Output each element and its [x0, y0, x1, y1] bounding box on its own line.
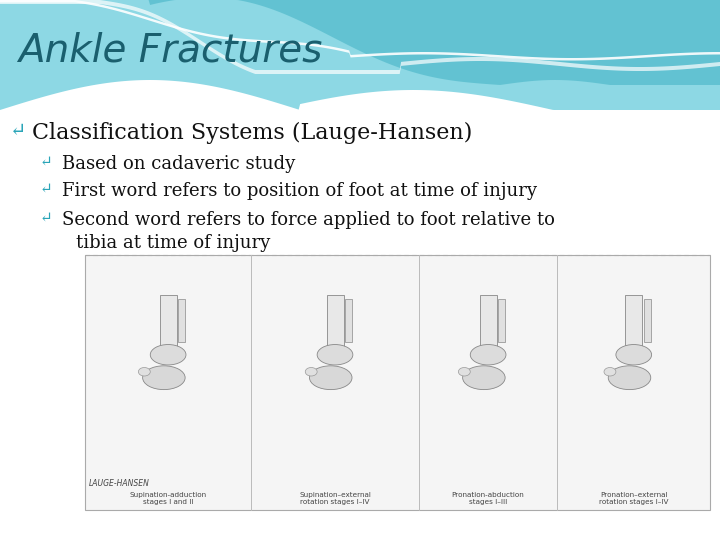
Ellipse shape: [305, 368, 317, 376]
Bar: [498, 299, 505, 342]
Bar: [326, 295, 343, 346]
Ellipse shape: [317, 345, 353, 365]
Text: tibia at time of injury: tibia at time of injury: [76, 234, 270, 252]
Bar: [625, 295, 642, 346]
Polygon shape: [0, 0, 720, 110]
Text: ↵: ↵: [10, 122, 27, 140]
Bar: [160, 295, 176, 346]
Text: Supination–external
rotation stages I–IV: Supination–external rotation stages I–IV: [299, 492, 371, 505]
Text: ↵: ↵: [40, 211, 53, 225]
Text: Based on cadaveric study: Based on cadaveric study: [62, 155, 295, 173]
Ellipse shape: [150, 345, 186, 365]
Text: Second word refers to force applied to foot relative to: Second word refers to force applied to f…: [62, 211, 555, 229]
Text: Pronation–external
rotation stages I–IV: Pronation–external rotation stages I–IV: [599, 492, 668, 505]
Text: Ankle Fractures: Ankle Fractures: [18, 31, 323, 69]
Ellipse shape: [310, 366, 352, 389]
Text: Pronation-abduction
stages I–III: Pronation-abduction stages I–III: [451, 492, 524, 505]
Ellipse shape: [459, 368, 470, 376]
Text: ↵: ↵: [40, 155, 53, 169]
Ellipse shape: [463, 366, 505, 389]
Polygon shape: [0, 0, 720, 74]
Bar: [345, 299, 352, 342]
Text: Supination-adduction
stages I and II: Supination-adduction stages I and II: [130, 492, 207, 505]
Ellipse shape: [604, 368, 616, 376]
Ellipse shape: [608, 366, 651, 389]
Polygon shape: [0, 0, 720, 85]
Polygon shape: [0, 0, 720, 60]
Bar: [179, 299, 185, 342]
Ellipse shape: [616, 345, 652, 365]
Ellipse shape: [143, 366, 185, 389]
Bar: [480, 295, 497, 346]
Bar: [644, 299, 651, 342]
Text: First word refers to position of foot at time of injury: First word refers to position of foot at…: [62, 182, 537, 200]
Text: ↵: ↵: [40, 182, 53, 196]
Bar: [85, 255, 710, 510]
Text: Classification Systems (Lauge-Hansen): Classification Systems (Lauge-Hansen): [32, 122, 472, 144]
Ellipse shape: [138, 368, 150, 376]
Ellipse shape: [470, 345, 506, 365]
Text: LAUGE-HANSEN: LAUGE-HANSEN: [89, 479, 150, 488]
